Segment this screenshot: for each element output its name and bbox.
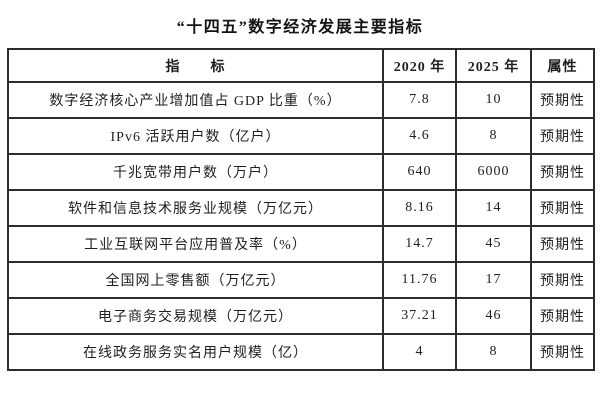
attr-cell: 预期性 [530,81,595,119]
attr-cell: 预期性 [530,297,595,335]
indicator-cell: 电子商务交易规模（万亿元） [7,297,384,335]
attr-cell: 预期性 [530,117,595,155]
value-2025-cell: 6000 [455,153,532,191]
value-2025-cell: 46 [455,297,532,335]
indicator-cell: 工业互联网平台应用普及率（%） [7,225,384,263]
attr-cell: 预期性 [530,189,595,227]
table-row: 数字经济核心产业增加值占 GDP 比重（%） 7.8 10 预期性 [7,81,595,119]
value-2020-cell: 4.6 [382,117,457,155]
header-attr: 属性 [530,48,595,83]
table-row: IPv6 活跃用户数（亿户） 4.6 8 预期性 [7,117,595,155]
table-row: 千兆宽带用户数（万户） 640 6000 预期性 [7,153,595,191]
value-2025-cell: 8 [455,333,532,371]
value-2020-cell: 14.7 [382,225,457,263]
value-2025-cell: 8 [455,117,532,155]
value-2020-cell: 4 [382,333,457,371]
indicator-cell: 千兆宽带用户数（万户） [7,153,384,191]
table-row: 工业互联网平台应用普及率（%） 14.7 45 预期性 [7,225,595,263]
header-2020: 2020 年 [382,48,457,83]
value-2025-cell: 14 [455,189,532,227]
value-2020-cell: 37.21 [382,297,457,335]
page-title: “十四五”数字经济发展主要指标 [176,19,424,36]
table-row: 电子商务交易规模（万亿元） 37.21 46 预期性 [7,297,595,335]
value-2025-cell: 45 [455,225,532,263]
table-header-row: 指 标 2020 年 2025 年 属性 [7,48,595,83]
value-2025-cell: 10 [455,81,532,119]
header-2025: 2025 年 [455,48,532,83]
value-2020-cell: 11.76 [382,261,457,299]
indicator-cell: 数字经济核心产业增加值占 GDP 比重（%） [7,81,384,119]
table-row: 在线政务服务实名用户规模（亿） 4 8 预期性 [7,333,595,371]
attr-cell: 预期性 [530,153,595,191]
value-2020-cell: 7.8 [382,81,457,119]
attr-cell: 预期性 [530,333,595,371]
table-row: 全国网上零售额（万亿元） 11.76 17 预期性 [7,261,595,299]
header-indicator: 指 标 [7,48,384,83]
indicator-cell: 软件和信息技术服务业规模（万亿元） [7,189,384,227]
value-2020-cell: 8.16 [382,189,457,227]
indicator-cell: 在线政务服务实名用户规模（亿） [7,333,384,371]
indicators-table: 指 标 2020 年 2025 年 属性 数字经济核心产业增加值占 GDP 比重… [7,48,595,371]
value-2020-cell: 640 [382,153,457,191]
table-row: 软件和信息技术服务业规模（万亿元） 8.16 14 预期性 [7,189,595,227]
attr-cell: 预期性 [530,261,595,299]
value-2025-cell: 17 [455,261,532,299]
indicator-cell: IPv6 活跃用户数（亿户） [7,117,384,155]
indicator-cell: 全国网上零售额（万亿元） [7,261,384,299]
attr-cell: 预期性 [530,225,595,263]
